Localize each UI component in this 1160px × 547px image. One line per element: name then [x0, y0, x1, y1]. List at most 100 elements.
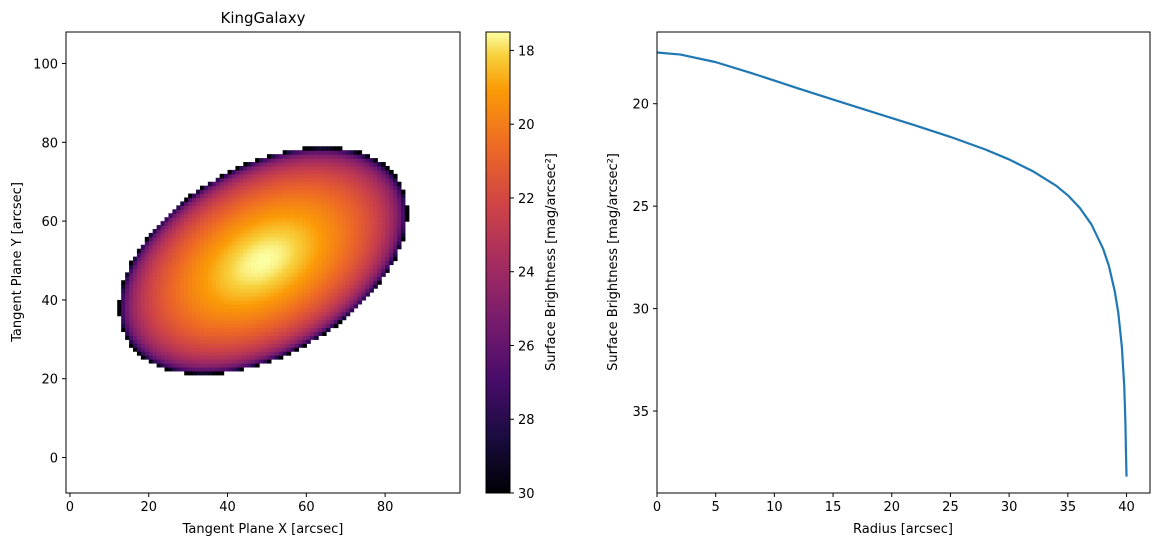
galaxy-pixel	[263, 343, 268, 348]
galaxy-pixel	[329, 201, 335, 206]
galaxy-pixel	[290, 268, 296, 273]
galaxy-pixel	[243, 292, 248, 297]
galaxy-pixel	[235, 362, 240, 368]
galaxy-pixel	[132, 319, 138, 325]
galaxy-pixel	[227, 362, 233, 368]
galaxy-pixel	[203, 205, 209, 210]
galaxy-pixel	[373, 165, 378, 171]
galaxy-pixel	[357, 213, 363, 218]
galaxy-pixel	[180, 256, 185, 262]
galaxy-pixel	[255, 284, 260, 289]
galaxy-pixel	[274, 158, 280, 163]
galaxy-pixel	[361, 201, 367, 206]
galaxy-pixel	[337, 276, 343, 281]
galaxy-pixel	[266, 165, 272, 171]
galaxy-pixel	[184, 339, 189, 344]
galaxy-pixel	[219, 236, 225, 242]
galaxy-pixel	[243, 315, 248, 321]
galaxy-pixel	[207, 201, 213, 206]
galaxy-pixel	[345, 240, 351, 246]
galaxy-pixel	[156, 319, 162, 325]
galaxy-pixel	[329, 221, 335, 226]
galaxy-pixel	[243, 185, 248, 191]
galaxy-pixel	[326, 232, 331, 238]
galaxy-pixel	[322, 236, 327, 242]
galaxy-pixel	[274, 232, 280, 238]
galaxy-pixel	[337, 288, 343, 293]
galaxy-pixel	[176, 236, 181, 242]
galaxy-pixel	[314, 256, 319, 262]
galaxy-pixel	[219, 173, 225, 179]
galaxy-pixel	[184, 335, 189, 340]
galaxy-pixel	[302, 248, 307, 254]
galaxy-pixel	[129, 260, 134, 266]
galaxy-pixel	[270, 327, 276, 333]
galaxy-pixel	[326, 288, 331, 293]
galaxy-pixel	[259, 252, 264, 258]
galaxy-pixel	[326, 221, 331, 226]
galaxy-pixel	[353, 165, 359, 171]
galaxy-pixel	[306, 232, 311, 238]
galaxy-pixel	[188, 343, 193, 348]
galaxy-pixel	[136, 256, 142, 262]
galaxy-pixel	[400, 229, 406, 234]
galaxy-pixel	[286, 347, 292, 352]
galaxy-pixel	[333, 252, 339, 258]
galaxy-pixel	[227, 307, 233, 313]
galaxy-pixel	[396, 244, 402, 250]
galaxy-pixel	[389, 197, 394, 203]
galaxy-pixel	[377, 276, 382, 281]
galaxy-pixel	[263, 221, 268, 226]
galaxy-pixel	[255, 272, 260, 277]
galaxy-pixel	[373, 173, 378, 179]
galaxy-pixel	[274, 339, 280, 344]
galaxy-pixel	[160, 288, 166, 293]
galaxy-pixel	[144, 244, 150, 250]
galaxy-pixel	[349, 193, 355, 199]
galaxy-pixel	[266, 299, 272, 305]
galaxy-pixel	[259, 284, 264, 289]
galaxy-pixel	[255, 244, 260, 250]
galaxy-pixel	[192, 205, 197, 210]
galaxy-pixel	[247, 236, 252, 242]
galaxy-pixel	[184, 311, 189, 317]
galaxy-pixel	[298, 272, 303, 277]
galaxy-pixel	[314, 331, 319, 336]
galaxy-pixel	[314, 173, 319, 179]
galaxy-pixel	[168, 248, 173, 254]
galaxy-pixel	[278, 221, 284, 226]
galaxy-pixel	[227, 256, 233, 262]
galaxy-pixel	[247, 335, 252, 340]
galaxy-pixel	[136, 331, 142, 336]
galaxy-pixel	[389, 201, 394, 206]
galaxy-pixel	[255, 209, 260, 214]
galaxy-pixel	[373, 236, 378, 242]
galaxy-pixel	[274, 303, 280, 309]
galaxy-pixel	[168, 355, 173, 360]
galaxy-pixel	[251, 292, 256, 297]
galaxy-pixel	[125, 335, 130, 340]
galaxy-pixel	[152, 240, 158, 246]
galaxy-pixel	[314, 150, 319, 155]
galaxy-pixel	[266, 264, 272, 270]
galaxy-pixel	[227, 217, 233, 222]
galaxy-pixel	[286, 150, 292, 155]
galaxy-pixel	[239, 362, 244, 368]
galaxy-pixel	[219, 351, 225, 356]
galaxy-pixel	[231, 217, 237, 222]
galaxy-pixel	[337, 284, 343, 289]
galaxy-pixel	[203, 225, 209, 230]
galaxy-pixel	[377, 240, 382, 246]
galaxy-pixel	[310, 232, 315, 238]
galaxy-pixel	[286, 248, 292, 254]
galaxy-pixel	[290, 331, 296, 336]
galaxy-pixel	[314, 146, 319, 151]
galaxy-pixel	[263, 264, 268, 270]
galaxy-pixel	[196, 292, 201, 297]
galaxy-pixel	[369, 264, 374, 270]
galaxy-pixel	[243, 260, 248, 266]
galaxy-pixel	[207, 197, 213, 203]
galaxy-pixel	[377, 197, 382, 203]
galaxy-pixel	[121, 288, 126, 293]
galaxy-pixel	[172, 244, 177, 250]
